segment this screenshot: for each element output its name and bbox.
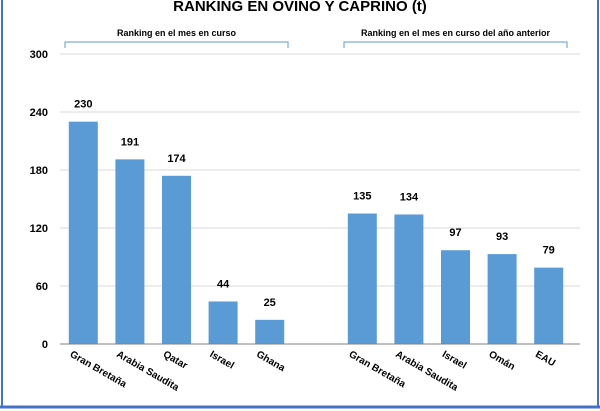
y-tick-label: 60 [36,281,48,293]
data-label: 230 [74,99,92,111]
y-tick-label: 180 [30,165,48,177]
bar [255,319,285,344]
y-tick-label: 240 [30,107,48,119]
group-bracket [343,41,568,48]
bars [68,121,564,345]
x-tick-label: Ghana [254,349,287,374]
bar [162,175,191,344]
data-label: 134 [400,191,419,203]
x-tick-label: EAU [533,349,557,369]
bar [441,250,470,344]
data-label: 44 [217,278,230,290]
data-label: 135 [353,191,371,203]
bar [347,213,377,344]
bar [487,254,517,344]
bar [394,214,424,344]
x-tick-label: Israel [208,349,236,372]
group-label: Ranking en el mes en curso del año anter… [361,28,551,38]
group-brackets: Ranking en el mes en curso Ranking en el … [64,28,568,48]
bar [115,159,145,344]
bar [68,121,98,345]
y-axis-ticks: 0 60 120 180 240 300 [30,49,48,351]
chart-title: RANKING EN OVINO Y CAPRINO (t) [173,0,427,15]
data-label: 97 [449,227,461,239]
data-label: 191 [121,136,139,148]
bar [208,301,238,344]
y-tick-label: 0 [42,339,48,351]
x-tick-label: Omán [487,349,517,373]
data-label: 25 [264,297,276,309]
data-labels: 230 191 174 44 25 135 134 97 93 79 [74,99,555,309]
x-tick-label: Qatar [161,349,189,372]
group-bracket [64,41,289,48]
data-label: 93 [496,231,508,243]
y-tick-label: 300 [30,49,48,61]
data-label: 174 [167,153,186,165]
x-tick-label: Israel [440,349,468,372]
bar [534,267,564,344]
y-tick-label: 120 [30,223,48,235]
group-label: Ranking en el mes en curso [117,28,237,38]
data-label: 79 [543,245,555,257]
